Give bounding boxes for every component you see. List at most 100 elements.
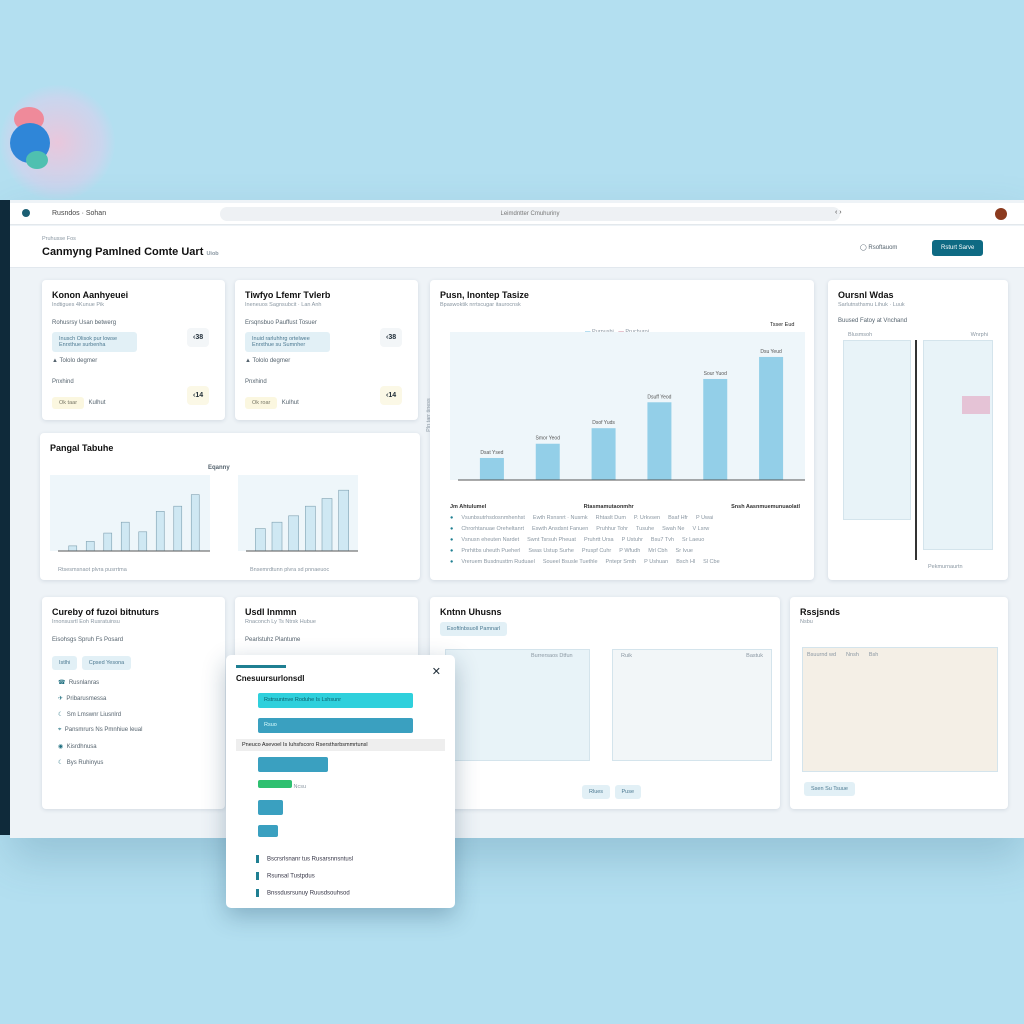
- contact-item[interactable]: ☾ Bys Ruhinyus: [58, 760, 104, 766]
- secondary-button[interactable]: ◯ Rsoftauom: [860, 245, 898, 251]
- bar: [85, 541, 95, 552]
- back-icon[interactable]: [22, 209, 30, 217]
- bar: [591, 428, 616, 480]
- table-cell: Pruhrtt Ursa: [583, 537, 614, 543]
- table-cell: Mrl Cbh: [648, 548, 668, 554]
- table-row[interactable]: ● Vsunbsutrhsdosnmhenhst Ewth Rsnsnrt · Nu…: [450, 515, 714, 521]
- table-cell: Pruspf Cuhr: [581, 548, 612, 554]
- contact-item[interactable]: ☾ Sm Lmswnr Liusnlrd: [58, 712, 122, 718]
- table-preview-card: Kntnn Uhusns Esoftlnbsuoll Pamnarl Burrer…: [430, 597, 780, 809]
- bar: [103, 532, 113, 552]
- bar: [271, 521, 283, 552]
- bar: [255, 528, 266, 552]
- bar: [173, 505, 183, 552]
- divider: [915, 340, 917, 560]
- sidebar: [0, 200, 10, 835]
- avatar[interactable]: [995, 208, 1007, 220]
- address-bar[interactable]: Leimdntter Cmuhuriny: [220, 207, 840, 221]
- popup-list-item[interactable]: Rsunsal Tustpdus: [256, 872, 445, 880]
- bar: [338, 489, 349, 552]
- table-cell: Pntepr Smth: [605, 559, 637, 565]
- plot-area: [450, 332, 805, 480]
- contact-icon: ◉: [58, 744, 64, 750]
- contact-item[interactable]: ✈ Pribarusmessa: [58, 696, 107, 702]
- table-row[interactable]: ● Vreruem Busdnusttm Ruduael Soueel Bsusle…: [450, 559, 720, 565]
- status-badge: Ok taar: [52, 397, 85, 409]
- table-cell: Bsaf Hfr: [668, 515, 688, 521]
- table-cell: Vreruem Busdnusttm Ruduael: [461, 559, 535, 565]
- table-cell: Swnt Tsrsuh Pheuat: [527, 537, 576, 543]
- contact-icon: ☎: [58, 680, 66, 686]
- preview-2: Ruik Bastuk: [612, 649, 772, 761]
- bar: [759, 356, 784, 480]
- browser-toolbar: Rusndos · Sohan Leimdntter Cmuhuriny ‹ ›: [10, 203, 1024, 225]
- table-cell: P Ustuhr: [621, 537, 643, 543]
- table-cell: Bsu7 Tvh: [650, 537, 675, 543]
- bar: [535, 443, 560, 480]
- contact-icon: ☾: [58, 760, 64, 766]
- table-row[interactable]: ● Vsnusn eheuten Nardet Swnt Tsrsuh Pheuat…: [450, 537, 705, 543]
- bar: [305, 505, 316, 552]
- data-label: Dsuff Yeod: [647, 394, 671, 400]
- schedule-left[interactable]: [843, 340, 911, 520]
- bar: [479, 457, 504, 480]
- schedule-right[interactable]: [923, 340, 993, 550]
- bar: [138, 531, 148, 552]
- table-cell: P Uwai: [695, 515, 714, 521]
- data-label: Smor Yeod: [536, 436, 561, 442]
- contacts-card: Cureby of fuzoi bitnuturs Irnonsusrtl Eoh…: [42, 597, 225, 809]
- primary-button[interactable]: Rsturt Sarve: [932, 240, 984, 256]
- popup-list-item[interactable]: Bscrsrlsnanr tus Rusarsnnsntusl: [256, 855, 445, 863]
- floating-avatar-bubble: [0, 85, 115, 200]
- contact-icon: ☾: [58, 712, 64, 718]
- status-badge: Ok roar: [245, 397, 278, 409]
- main-bar-chart: Dsat Ysed Smor Yeod Dsof Yuds Dsuff Yeod Sou…: [450, 332, 805, 481]
- table-cell: Vsunbsutrhsdosnmhenhst: [461, 515, 525, 521]
- data-label: Dsat Ysed: [480, 450, 503, 456]
- data-label: Sour Yuod: [704, 371, 727, 377]
- table-cell: Sr Ivue: [675, 548, 693, 554]
- table-cell: Soueel Bsusle Tuethle: [542, 559, 598, 565]
- contact-icon: ✈: [58, 696, 64, 702]
- table-row[interactable]: ● Chrorhtanuae Oreheltanrt Eswth Ansdsnt F…: [450, 526, 710, 532]
- button[interactable]: Rlues: [582, 785, 611, 799]
- dropdown-popup: Cnesuursurlonsdl ✕ Rstrsuntnve Roduhe Is…: [226, 655, 455, 908]
- data-label: Dsof Yuds: [592, 420, 615, 426]
- meta-row: ▲ Tololo degmer: [52, 358, 98, 364]
- contact-icon: ⌖: [58, 727, 62, 733]
- mini-chart-right: [238, 475, 358, 552]
- contact-item[interactable]: ⌖ Pansmrurs Ns Pmnhiue leual: [58, 727, 143, 733]
- table-cell: Swah Ne: [662, 526, 685, 532]
- table-cell: Pruhhur Tohr: [596, 526, 628, 532]
- map-view[interactable]: Bsuurnd wd Nnsh Bsh: [802, 647, 998, 772]
- button[interactable]: Puse: [614, 785, 642, 799]
- bar: [288, 515, 299, 552]
- breadcrumb[interactable]: Pruhusse Fos: [42, 236, 76, 242]
- bar: [321, 498, 333, 552]
- contact-item[interactable]: ☎ Rusnlanras: [58, 680, 100, 686]
- table-cell: Ewth Rsnsnrt · Nusmk: [532, 515, 588, 521]
- table-cell: Eswth Ansdsnt Fanuen: [532, 526, 589, 532]
- contact-item[interactable]: ◉ Kisrdhnusa: [58, 744, 97, 750]
- page-title: Canmyng Pamlned Comte Uart Uiob: [42, 246, 219, 258]
- table-cell: Vsnusn eheuten Nardet: [461, 537, 520, 543]
- table-cell: Swas Ustup Surhe: [528, 548, 574, 554]
- popup-list-item[interactable]: Bnssdusrsunuy Ruusdsouhsod: [256, 889, 445, 897]
- bar: [190, 494, 200, 552]
- table-cell: P. Urkvsen: [633, 515, 661, 521]
- nav-arrows-icon[interactable]: ‹ ›: [835, 209, 842, 216]
- preview-1: Burrersaos Dtfun: [445, 649, 590, 761]
- table-cell: Sl Cbe: [703, 559, 720, 565]
- bar: [120, 521, 130, 552]
- page-header: Pruhusse Fos Canmyng Pamlned Comte Uart …: [10, 226, 1024, 268]
- close-icon[interactable]: ✕: [431, 666, 441, 678]
- bar: [68, 545, 78, 552]
- plot-area: [50, 475, 210, 551]
- table-cell: Tusuhe: [635, 526, 655, 532]
- table-cell: Pnrhitbs uheuth Pueherl: [461, 548, 521, 554]
- browser-tab[interactable]: Rusndos · Sohan: [52, 210, 107, 217]
- bar: [703, 378, 728, 480]
- mini-chart-left: [50, 475, 210, 552]
- table-row[interactable]: ● Pnrhitbs uheuth Pueherl Swas Ustup Surhe…: [450, 548, 693, 554]
- data-label: Dsu Yeud: [760, 349, 782, 355]
